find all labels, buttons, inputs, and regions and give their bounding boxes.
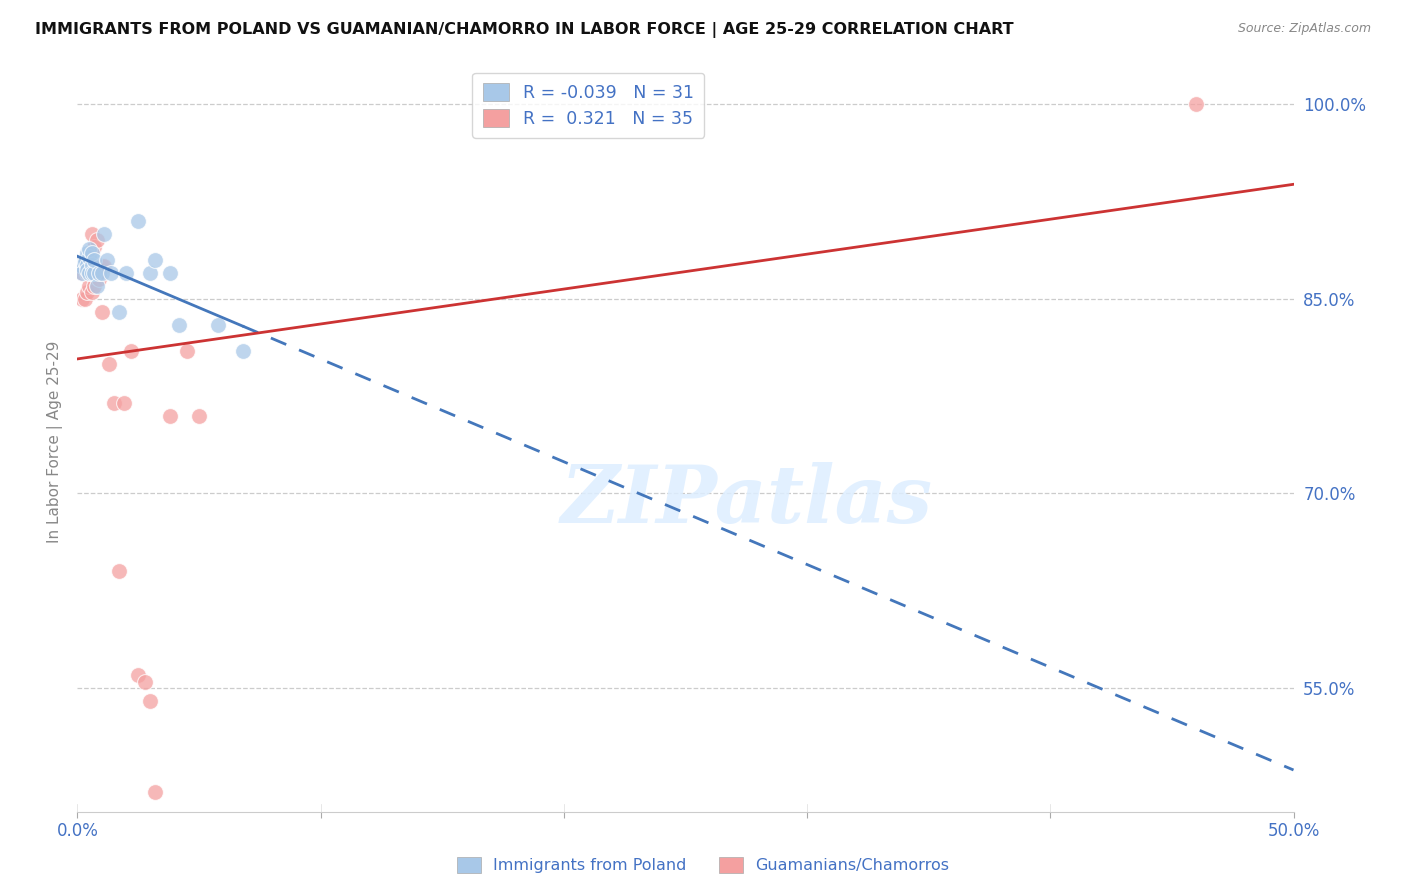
Legend: R = -0.039   N = 31, R =  0.321   N = 35: R = -0.039 N = 31, R = 0.321 N = 35 [472,72,704,138]
Point [80,227,103,241]
Point [139,694,162,708]
Point [79,242,101,256]
Point [80,258,103,272]
Point [79,250,101,264]
Point [143,252,166,267]
Point [83,266,105,280]
Point [115,266,138,280]
Point [107,565,129,579]
Point [80,266,103,280]
Point [73,292,96,306]
Point [107,304,129,318]
Point [69,259,91,273]
Point [90,304,112,318]
Point [79,266,101,280]
Point [70,259,93,273]
Point [70,292,93,306]
Point [89,272,111,286]
Point [73,255,96,269]
Text: Source: ZipAtlas.com: Source: ZipAtlas.com [1237,22,1371,36]
Point [207,318,229,332]
Point [80,266,103,280]
Point [100,266,122,280]
Point [103,395,125,409]
Point [76,266,98,280]
Point [83,278,105,293]
Point [70,266,93,280]
Point [79,252,101,267]
Point [73,252,96,267]
Point [188,409,211,423]
Text: ZIPatlas: ZIPatlas [560,462,932,540]
Point [73,252,96,267]
Point [112,395,135,409]
Point [83,252,105,267]
Point [80,246,103,260]
Point [83,240,105,254]
Point [79,266,101,280]
Point [176,343,198,358]
Point [89,259,111,273]
Point [96,252,118,267]
Point [127,668,149,682]
Point [169,318,191,332]
Point [76,258,98,272]
Point [86,266,108,280]
Point [79,278,101,293]
Point [69,255,91,269]
Point [143,785,166,799]
Y-axis label: In Labor Force | Age 25-29: In Labor Force | Age 25-29 [48,341,63,542]
Point [1185,96,1208,111]
Point [159,266,181,280]
Point [90,266,112,280]
Point [90,259,112,273]
Point [76,263,98,277]
Point [76,246,98,260]
Point [80,285,103,300]
Point [127,213,149,227]
Point [159,409,181,423]
Point [232,343,254,358]
Point [89,266,111,280]
Legend: Immigrants from Poland, Guamanians/Chamorros: Immigrants from Poland, Guamanians/Chamo… [450,850,956,880]
Point [86,233,108,247]
Point [93,227,115,241]
Point [86,278,108,293]
Point [134,674,156,689]
Point [76,285,98,300]
Text: IMMIGRANTS FROM POLAND VS GUAMANIAN/CHAMORRO IN LABOR FORCE | AGE 25-29 CORRELAT: IMMIGRANTS FROM POLAND VS GUAMANIAN/CHAM… [35,22,1014,38]
Point [139,266,162,280]
Point [93,259,115,273]
Point [120,343,142,358]
Point [70,266,93,280]
Point [97,357,120,371]
